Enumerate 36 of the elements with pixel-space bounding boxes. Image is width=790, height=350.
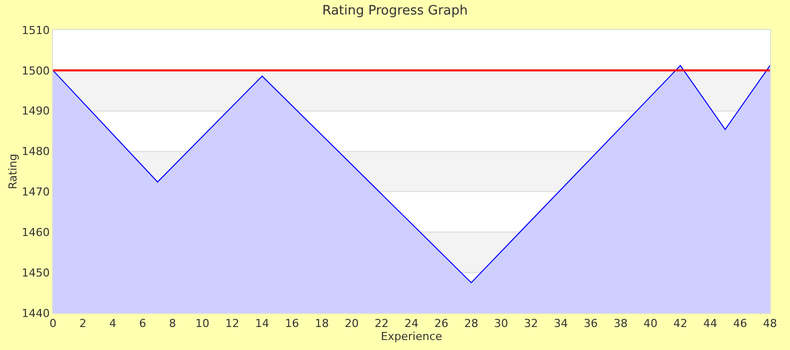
x-axis-title: Experience — [380, 330, 442, 344]
y-tick-label: 1450 — [22, 266, 50, 280]
x-tick-label: 30 — [494, 317, 508, 330]
y-tick-label: 1510 — [22, 24, 50, 37]
x-tick-label: 0 — [50, 317, 56, 330]
x-tick-label: 18 — [314, 317, 329, 330]
x-tick-label: 2 — [79, 317, 86, 330]
y-tick-label: 1440 — [22, 306, 50, 320]
x-tick-label: 46 — [733, 317, 748, 330]
x-tick-label: 10 — [195, 317, 210, 330]
x-tick-label: 40 — [644, 317, 658, 330]
x-tick-label: 20 — [344, 317, 359, 330]
x-tick-label: 8 — [169, 317, 176, 330]
chart-title: Rating Progress Graph — [322, 3, 468, 18]
x-tick-label: 36 — [584, 317, 598, 330]
x-tick-label: 34 — [554, 317, 568, 330]
x-tick-label: 12 — [225, 317, 240, 330]
x-tick-label: 16 — [285, 317, 299, 330]
x-tick-label: 6 — [139, 317, 146, 330]
y-tick-label: 1490 — [22, 104, 50, 118]
y-tick-label: 1480 — [22, 145, 50, 158]
x-tick-label: 48 — [763, 317, 777, 330]
y-tick-label: 1470 — [22, 186, 50, 199]
y-tick-label: 1460 — [22, 226, 50, 239]
x-tick-label: 44 — [703, 317, 718, 330]
y-tick-label: 1500 — [22, 64, 50, 78]
x-tick-label: 24 — [404, 317, 418, 330]
x-tick-label: 26 — [434, 317, 448, 330]
x-tick-label: 38 — [614, 317, 628, 330]
x-tick-label: 22 — [374, 317, 389, 330]
x-tick-label: 28 — [464, 317, 478, 330]
x-tick-label: 42 — [673, 317, 688, 330]
x-tick-label: 14 — [255, 317, 270, 330]
x-tick-label: 4 — [109, 317, 116, 330]
x-tick-label: 32 — [524, 317, 538, 330]
y-axis-title: Rating — [6, 154, 20, 190]
